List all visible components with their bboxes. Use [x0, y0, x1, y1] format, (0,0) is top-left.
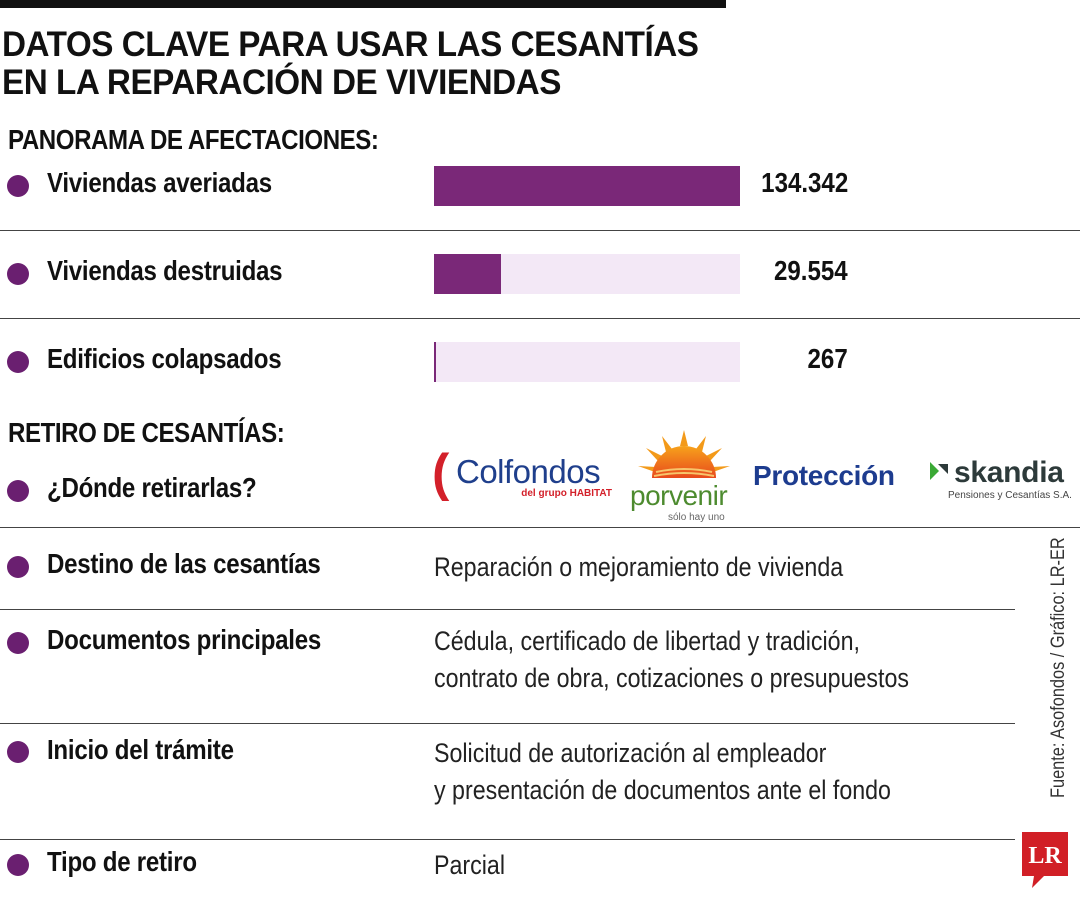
- bar: [434, 342, 436, 382]
- skandia-logo: skandia Pensiones y Cesantías S.A.: [930, 456, 1080, 516]
- bar-category-label: Edificios colapsados: [47, 343, 282, 374]
- porvenir-sun-icon: [638, 430, 730, 478]
- bullet-marker: [7, 351, 29, 373]
- colfondos-logo: ( Colfondos del grupo HABITAT: [432, 444, 622, 502]
- divider: [0, 839, 1015, 840]
- lr-brand-logo: LR: [1022, 832, 1068, 888]
- bar-track: [434, 254, 740, 294]
- divider: [0, 230, 1080, 231]
- bar-track: [434, 342, 740, 382]
- bar-value-label: 267: [807, 343, 848, 374]
- skandia-mark-icon: [930, 462, 948, 480]
- divider: [0, 527, 1080, 528]
- bullet-marker: [7, 741, 29, 763]
- divider: [0, 318, 1080, 319]
- title-line-2: EN LA REPARACIÓN DE VIVIENDAS: [2, 63, 561, 102]
- section-heading-panorama: PANORAMA DE AFECTACIONES:: [8, 124, 379, 155]
- proteccion-logo: Protección: [753, 460, 895, 491]
- detail-label-tipo: Tipo de retiro: [47, 846, 197, 877]
- top-rule: [0, 0, 726, 8]
- bar-value-label: 134.342: [760, 167, 848, 198]
- detail-label-inicio: Inicio del trámite: [47, 734, 234, 765]
- bar-category-label: Viviendas destruidas: [47, 255, 283, 286]
- porvenir-name: porvenir: [630, 480, 728, 511]
- bullet-marker: [7, 854, 29, 876]
- detail-text-documentos: Cédula, certificado de libertad y tradic…: [434, 623, 909, 697]
- colfondos-mark-icon: (: [432, 444, 450, 502]
- bullet-marker: [7, 480, 29, 502]
- lr-brand-text: LR: [1028, 843, 1062, 869]
- detail-line: Parcial: [434, 850, 505, 880]
- section-heading-retiro: RETIRO DE CESANTÍAS:: [8, 417, 285, 448]
- colfondos-sub: del grupo HABITAT: [521, 488, 612, 499]
- bullet-marker: [7, 175, 29, 197]
- source-note: Fuente: Asofondos / Gráfico: LR-ER: [1048, 537, 1069, 798]
- detail-line: Solicitud de autorización al empleador: [434, 738, 827, 768]
- detail-text-inicio: Solicitud de autorización al empleador y…: [434, 735, 891, 809]
- chart-title: DATOS CLAVE PARA USAR LAS CESANTÍAS EN L…: [2, 25, 699, 102]
- divider: [0, 609, 1015, 610]
- detail-line: Reparación o mejoramiento de vivienda: [434, 552, 844, 582]
- donde-label: ¿Dónde retirarlas?: [47, 472, 257, 503]
- skandia-sub: Pensiones y Cesantías S.A.: [948, 490, 1072, 501]
- porvenir-sub: sólo hay uno: [668, 512, 725, 523]
- bullet-marker: [7, 632, 29, 654]
- detail-text-destino: Reparación o mejoramiento de vivienda: [434, 549, 843, 586]
- detail-line: y presentación de documentos ante el fon…: [434, 775, 891, 805]
- detail-label-documentos: Documentos principales: [47, 624, 321, 655]
- bar-category-label: Viviendas averiadas: [47, 167, 272, 198]
- bar-value-label: 29.554: [774, 255, 848, 286]
- bar: [434, 166, 740, 206]
- colfondos-name: Colfondos: [456, 453, 601, 490]
- detail-line: Cédula, certificado de libertad y tradic…: [434, 626, 860, 656]
- porvenir-logo: porvenir sólo hay uno: [630, 428, 740, 528]
- skandia-name: skandia: [954, 456, 1064, 489]
- title-line-1: DATOS CLAVE PARA USAR LAS CESANTÍAS: [2, 25, 699, 64]
- divider: [0, 723, 1015, 724]
- fund-logos: ( Colfondos del grupo HABITAT: [430, 428, 1080, 528]
- detail-text-tipo: Parcial: [434, 847, 505, 884]
- bar-track: [434, 166, 740, 206]
- bullet-marker: [7, 263, 29, 285]
- bullet-marker: [7, 556, 29, 578]
- detail-label-destino: Destino de las cesantías: [47, 548, 321, 579]
- bar: [434, 254, 502, 294]
- detail-line: contrato de obra, cotizaciones o presupu…: [434, 663, 910, 693]
